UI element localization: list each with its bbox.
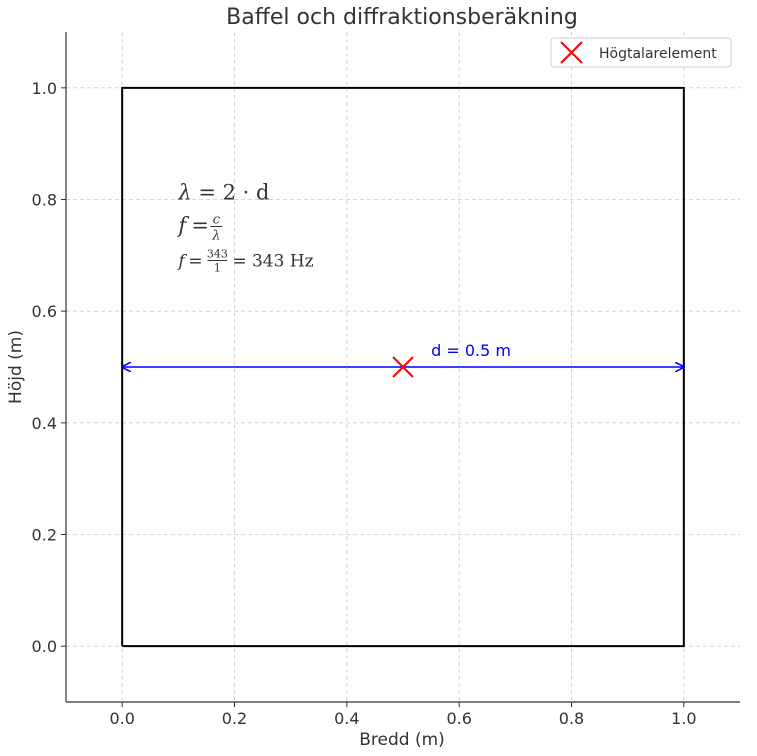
y-tick-label-0: 0.0 [32,637,57,656]
formula-f2-numerator: 343 [207,248,228,261]
formula-lambda-rhs: = 2 · d [198,181,269,205]
formula-f-eq: = [191,214,209,238]
formula-f-numerator: c [213,213,221,228]
formula-f-lhs: f [176,214,189,238]
formulas: λ = 2 · d f = c λ f = 343 1 = 343 Hz [176,181,313,275]
y-ticks: 0.0 0.2 0.4 0.6 0.8 1.0 [32,79,66,656]
formula-f2-lhs: f [176,252,187,272]
y-tick-label-4: 0.8 [32,191,57,210]
y-axis-label: Höjd (m) [6,330,26,404]
formula-f2-eq: = [188,252,202,272]
formula-f2-denominator: 1 [214,262,221,275]
formula-frequency: f = c λ [176,213,223,244]
y-tick-label-5: 1.0 [32,79,57,98]
x-tick-label-0: 0.0 [109,709,134,728]
formula-wavelength: λ = 2 · d [177,181,269,205]
speaker-marker-stroke-b [392,356,414,378]
formula-lambda-lhs: λ [177,181,191,205]
chart-title: Baffel och diffraktionsberäkning [226,5,578,30]
x-tick-label-2: 0.4 [334,709,359,728]
baffle-outline [121,86,685,648]
formula-f2-result: = 343 Hz [232,252,313,272]
y-tick-label-1: 0.2 [32,526,57,545]
formula-frequency-numeric: f = 343 1 = 343 Hz [176,248,313,275]
legend-box [550,37,732,68]
y-tick-label-2: 0.4 [32,414,57,433]
x-ticks: 0.0 0.2 0.4 0.6 0.8 1.0 [109,702,697,728]
formula-f-denominator: λ [211,229,220,244]
y-tick-label-3: 0.6 [32,302,57,321]
legend-marker-x-b [560,41,583,64]
speaker-marker [392,356,414,378]
legend-entry-speaker: Högtalarelement [599,46,717,62]
x-tick-label-1: 0.2 [222,709,247,728]
x-tick-label-4: 0.8 [559,709,584,728]
x-tick-label-3: 0.6 [446,709,471,728]
dimension-label: d = 0.5 m [431,341,511,360]
x-axis-label: Bredd (m) [359,730,445,750]
x-tick-label-5: 1.0 [671,709,696,728]
legend: Högtalarelement [550,37,732,68]
